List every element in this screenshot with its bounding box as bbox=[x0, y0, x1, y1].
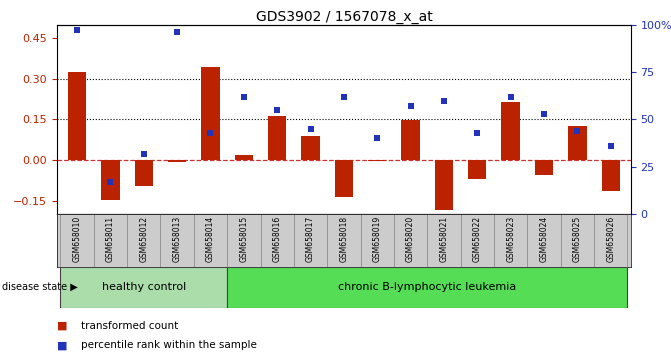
Text: GSM658016: GSM658016 bbox=[272, 216, 282, 262]
Text: GSM658015: GSM658015 bbox=[240, 216, 248, 262]
Text: disease state ▶: disease state ▶ bbox=[2, 282, 78, 292]
Bar bbox=[335, 160, 353, 196]
Bar bbox=[94, 214, 127, 267]
Bar bbox=[268, 116, 287, 160]
Bar bbox=[101, 160, 119, 200]
Bar bbox=[227, 214, 260, 267]
Bar bbox=[235, 155, 253, 160]
Text: GSM658026: GSM658026 bbox=[606, 216, 615, 262]
Text: GSM658013: GSM658013 bbox=[172, 216, 182, 262]
Bar bbox=[401, 120, 420, 160]
Text: GSM658025: GSM658025 bbox=[573, 216, 582, 262]
Text: GSM658017: GSM658017 bbox=[306, 216, 315, 262]
Bar bbox=[327, 214, 360, 267]
Bar bbox=[568, 126, 586, 160]
Text: GSM658023: GSM658023 bbox=[506, 216, 515, 262]
Bar bbox=[260, 214, 294, 267]
Bar bbox=[602, 160, 620, 191]
Bar bbox=[68, 72, 86, 160]
Bar bbox=[301, 136, 319, 160]
Text: ■: ■ bbox=[57, 321, 68, 331]
Text: GSM658020: GSM658020 bbox=[406, 216, 415, 262]
Bar bbox=[201, 67, 219, 160]
Bar bbox=[501, 102, 520, 160]
Bar bbox=[527, 214, 561, 267]
Bar bbox=[427, 214, 460, 267]
Text: GSM658024: GSM658024 bbox=[539, 216, 548, 262]
Bar bbox=[435, 160, 453, 210]
Bar bbox=[460, 214, 494, 267]
Bar bbox=[135, 160, 153, 186]
Text: percentile rank within the sample: percentile rank within the sample bbox=[81, 340, 256, 350]
Text: healthy control: healthy control bbox=[101, 282, 186, 292]
Bar bbox=[535, 160, 553, 175]
Bar bbox=[494, 214, 527, 267]
Bar bbox=[60, 214, 94, 267]
Text: GSM658019: GSM658019 bbox=[373, 216, 382, 262]
Text: GSM658014: GSM658014 bbox=[206, 216, 215, 262]
Bar bbox=[160, 214, 194, 267]
Text: transformed count: transformed count bbox=[81, 321, 178, 331]
Bar bbox=[594, 214, 627, 267]
Text: GSM658018: GSM658018 bbox=[340, 216, 348, 262]
Bar bbox=[468, 160, 486, 179]
Text: ■: ■ bbox=[57, 340, 68, 350]
Bar bbox=[194, 214, 227, 267]
Bar bbox=[368, 160, 386, 161]
Text: GSM658021: GSM658021 bbox=[440, 216, 448, 262]
Bar bbox=[127, 214, 160, 267]
Text: GSM658012: GSM658012 bbox=[140, 216, 148, 262]
Text: GSM658022: GSM658022 bbox=[473, 216, 482, 262]
Bar bbox=[227, 267, 627, 308]
Text: GSM658010: GSM658010 bbox=[72, 216, 82, 262]
Bar bbox=[60, 267, 227, 308]
Bar bbox=[168, 160, 187, 162]
Bar bbox=[561, 214, 594, 267]
Bar bbox=[294, 214, 327, 267]
Text: chronic B-lymphocytic leukemia: chronic B-lymphocytic leukemia bbox=[338, 282, 517, 292]
Bar bbox=[394, 214, 427, 267]
Title: GDS3902 / 1567078_x_at: GDS3902 / 1567078_x_at bbox=[256, 10, 432, 24]
Bar bbox=[360, 214, 394, 267]
Text: GSM658011: GSM658011 bbox=[106, 216, 115, 262]
